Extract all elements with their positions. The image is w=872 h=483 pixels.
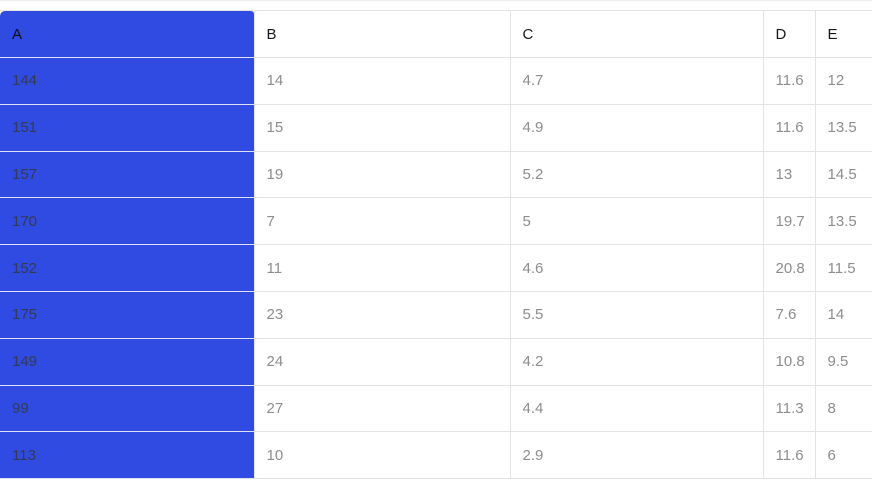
cell-b5[interactable]: 11 bbox=[254, 244, 511, 292]
cell-c3[interactable]: 5.2 bbox=[510, 151, 764, 199]
cell-e6[interactable]: 14 bbox=[815, 291, 872, 339]
cell-e5[interactable]: 11.5 bbox=[815, 244, 872, 292]
column-header-e[interactable]: E bbox=[815, 10, 872, 58]
cell-c9[interactable]: 2.9 bbox=[510, 431, 764, 480]
cell-a7[interactable]: 149 bbox=[0, 338, 255, 386]
column-header-d[interactable]: D bbox=[763, 10, 816, 58]
cell-d3[interactable]: 13 bbox=[763, 151, 816, 199]
table-row: 175 23 5.5 7.6 14 bbox=[0, 291, 872, 339]
column-header-b[interactable]: B bbox=[254, 10, 511, 58]
table-row: 113 10 2.9 11.6 6 bbox=[0, 431, 872, 480]
cell-a3[interactable]: 157 bbox=[0, 151, 255, 199]
cell-c1[interactable]: 4.7 bbox=[510, 57, 764, 105]
cell-d4[interactable]: 19.7 bbox=[763, 197, 816, 246]
cell-a9[interactable]: 113 bbox=[0, 431, 255, 480]
table-row: 144 14 4.7 11.6 12 bbox=[0, 57, 872, 105]
cell-c8[interactable]: 4.4 bbox=[510, 385, 764, 433]
cell-c6[interactable]: 5.5 bbox=[510, 291, 764, 339]
cell-b7[interactable]: 24 bbox=[254, 338, 511, 386]
cell-e1[interactable]: 12 bbox=[815, 57, 872, 105]
cell-e3[interactable]: 14.5 bbox=[815, 151, 872, 199]
cell-d6[interactable]: 7.6 bbox=[763, 291, 816, 339]
table-row: 152 11 4.6 20.8 11.5 bbox=[0, 244, 872, 292]
cell-e7[interactable]: 9.5 bbox=[815, 338, 872, 386]
cell-c2[interactable]: 4.9 bbox=[510, 104, 764, 152]
cell-b4[interactable]: 7 bbox=[254, 197, 511, 246]
cell-d9[interactable]: 11.6 bbox=[763, 431, 816, 480]
column-header-a[interactable]: A bbox=[0, 10, 255, 58]
table-row: 151 15 4.9 11.6 13.5 bbox=[0, 104, 872, 152]
table-row: 99 27 4.4 11.3 8 bbox=[0, 385, 872, 433]
column-header-c[interactable]: C bbox=[510, 10, 764, 58]
cell-e2[interactable]: 13.5 bbox=[815, 104, 872, 152]
cell-e9[interactable]: 6 bbox=[815, 431, 872, 480]
cell-a5[interactable]: 152 bbox=[0, 244, 255, 292]
cell-a1[interactable]: 144 bbox=[0, 57, 255, 105]
table-row: 149 24 4.2 10.8 9.5 bbox=[0, 338, 872, 386]
cell-b6[interactable]: 23 bbox=[254, 291, 511, 339]
cell-e8[interactable]: 8 bbox=[815, 385, 872, 433]
cell-c5[interactable]: 4.6 bbox=[510, 244, 764, 292]
cell-b3[interactable]: 19 bbox=[254, 151, 511, 199]
table-row: 157 19 5.2 13 14.5 bbox=[0, 151, 872, 199]
cell-b9[interactable]: 10 bbox=[254, 431, 511, 480]
cell-c7[interactable]: 4.2 bbox=[510, 338, 764, 386]
cell-a6[interactable]: 175 bbox=[0, 291, 255, 339]
cell-b2[interactable]: 15 bbox=[254, 104, 511, 152]
cell-c4[interactable]: 5 bbox=[510, 197, 764, 246]
cell-d5[interactable]: 20.8 bbox=[763, 244, 816, 292]
cell-a8[interactable]: 99 bbox=[0, 385, 255, 433]
table-row: 170 7 5 19.7 13.5 bbox=[0, 197, 872, 246]
cell-b8[interactable]: 27 bbox=[254, 385, 511, 433]
cell-a4[interactable]: 170 bbox=[0, 197, 255, 246]
cell-d2[interactable]: 11.6 bbox=[763, 104, 816, 152]
cell-b1[interactable]: 14 bbox=[254, 57, 511, 105]
cell-d7[interactable]: 10.8 bbox=[763, 338, 816, 386]
cell-d1[interactable]: 11.6 bbox=[763, 57, 816, 105]
cell-a2[interactable]: 151 bbox=[0, 104, 255, 152]
cell-e4[interactable]: 13.5 bbox=[815, 197, 872, 246]
cell-d8[interactable]: 11.3 bbox=[763, 385, 816, 433]
